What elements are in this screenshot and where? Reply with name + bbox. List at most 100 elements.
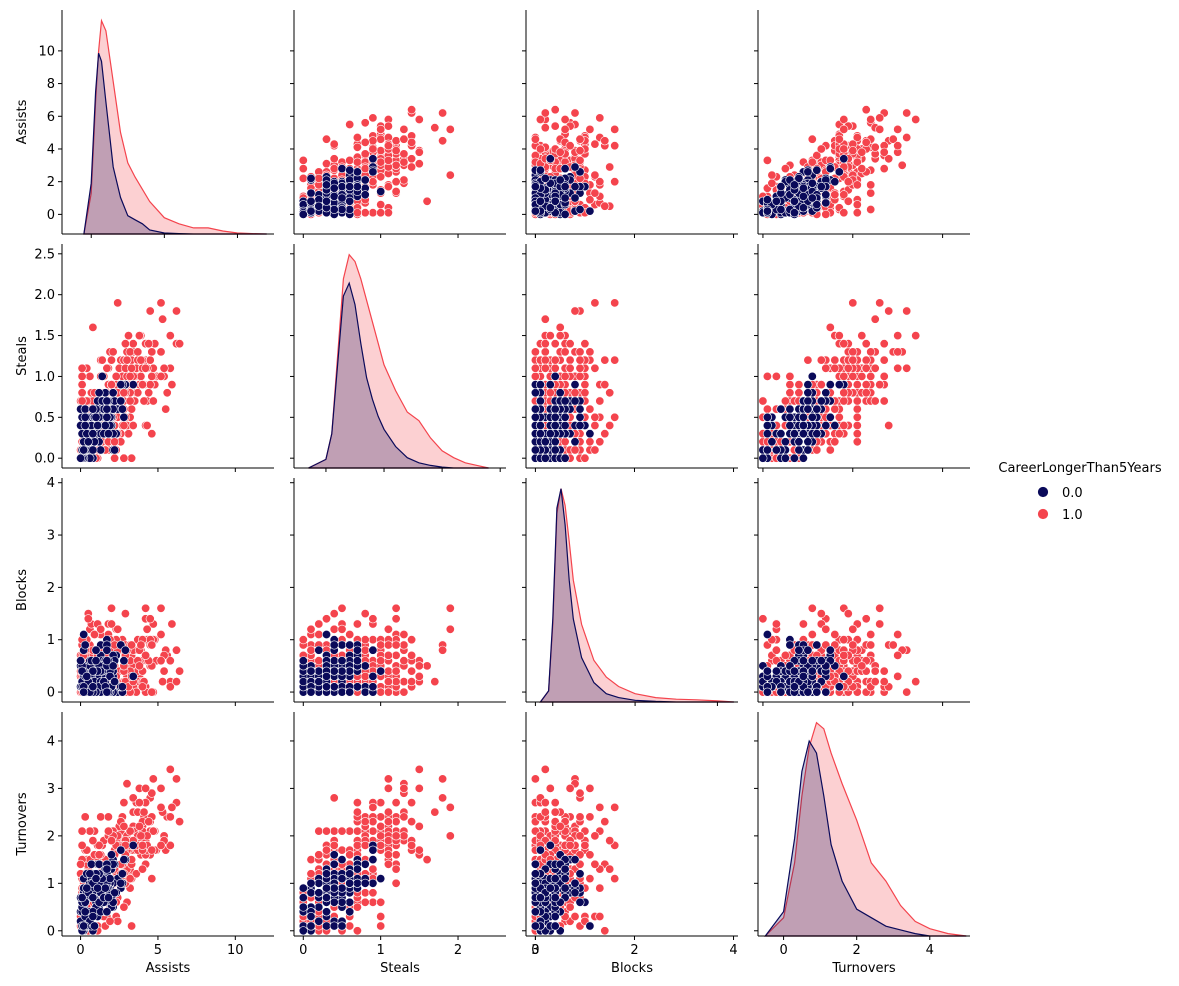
- point-class-1: [148, 774, 158, 784]
- point-class-1: [77, 388, 87, 398]
- point-class-0: [119, 656, 129, 666]
- point-class-1: [414, 159, 424, 169]
- point-class-1: [893, 671, 903, 681]
- point-class-0: [762, 445, 772, 455]
- point-class-0: [780, 437, 790, 447]
- point-class-0: [535, 429, 545, 439]
- point-class-1: [875, 380, 885, 390]
- point-class-0: [352, 656, 362, 666]
- point-class-1: [298, 173, 308, 183]
- point-class-0: [575, 412, 585, 422]
- point-class-1: [762, 404, 772, 414]
- point-class-1: [337, 624, 347, 634]
- point-class-0: [93, 420, 103, 430]
- point-class-1: [77, 840, 87, 850]
- point-class-1: [861, 105, 871, 115]
- point-class-1: [861, 380, 871, 390]
- point-class-0: [102, 656, 112, 666]
- point-class-0: [94, 388, 104, 398]
- point-class-1: [145, 355, 155, 365]
- point-class-0: [80, 412, 90, 422]
- point-class-0: [762, 666, 772, 676]
- y-tick-label: 4: [47, 142, 55, 157]
- point-class-0: [575, 205, 585, 215]
- point-class-1: [329, 164, 339, 174]
- point-class-1: [884, 420, 894, 430]
- point-class-0: [803, 380, 813, 390]
- point-class-1: [530, 134, 540, 144]
- point-class-0: [298, 677, 308, 687]
- point-class-0: [337, 640, 347, 650]
- point-class-1: [758, 614, 768, 624]
- point-class-1: [145, 380, 155, 390]
- point-class-0: [88, 911, 98, 921]
- point-class-0: [758, 453, 768, 463]
- point-class-1: [870, 666, 880, 676]
- point-class-0: [540, 173, 550, 183]
- point-class-1: [839, 396, 849, 406]
- point-class-0: [329, 656, 339, 666]
- point-class-1: [575, 146, 585, 156]
- point-class-1: [861, 614, 871, 624]
- point-class-0: [560, 420, 570, 430]
- point-class-1: [422, 196, 432, 206]
- y-tick-label: 0.5: [34, 411, 55, 426]
- point-class-0: [80, 420, 90, 430]
- point-class-1: [414, 147, 424, 157]
- point-class-1: [807, 134, 817, 144]
- point-class-1: [352, 157, 362, 167]
- point-class-0: [821, 198, 831, 208]
- point-class-1: [875, 619, 885, 629]
- point-class-1: [125, 371, 135, 381]
- point-class-0: [798, 656, 808, 666]
- point-class-0: [545, 154, 555, 164]
- y-tick-label: 1.5: [34, 329, 55, 344]
- point-class-1: [540, 347, 550, 357]
- point-class-1: [843, 363, 853, 373]
- point-class-0: [807, 412, 817, 422]
- point-class-0: [789, 666, 799, 676]
- point-class-0: [110, 677, 120, 687]
- point-class-1: [825, 322, 835, 332]
- panel-steals-vs-turnovers: [754, 244, 970, 472]
- point-class-0: [560, 396, 570, 406]
- point-class-0: [102, 404, 112, 414]
- point-class-0: [128, 380, 138, 390]
- point-class-1: [605, 388, 615, 398]
- point-class-1: [595, 177, 605, 187]
- point-class-1: [540, 314, 550, 324]
- point-class-1: [139, 396, 149, 406]
- point-class-1: [399, 677, 409, 687]
- point-class-1: [550, 339, 560, 349]
- point-class-0: [360, 190, 370, 200]
- point-class-1: [866, 115, 876, 125]
- point-class-1: [391, 603, 401, 613]
- point-class-1: [816, 144, 826, 154]
- point-class-1: [839, 420, 849, 430]
- point-class-1: [105, 916, 115, 926]
- point-class-1: [88, 322, 98, 332]
- point-class-1: [345, 921, 355, 931]
- point-class-0: [560, 193, 570, 203]
- point-class-1: [767, 170, 777, 180]
- point-class-1: [834, 429, 844, 439]
- point-class-1: [430, 807, 440, 817]
- kde-assists-class-1: [83, 18, 267, 235]
- point-class-0: [789, 429, 799, 439]
- point-class-1: [368, 177, 378, 187]
- point-class-1: [821, 624, 831, 634]
- point-class-1: [141, 603, 151, 613]
- point-class-0: [798, 412, 808, 422]
- point-class-0: [116, 878, 126, 888]
- point-class-0: [794, 173, 804, 183]
- point-class-1: [780, 164, 790, 174]
- point-class-1: [383, 141, 393, 151]
- point-class-1: [134, 798, 144, 808]
- point-class-1: [540, 339, 550, 349]
- point-class-1: [110, 453, 120, 463]
- point-class-0: [337, 687, 347, 697]
- point-class-1: [145, 306, 155, 316]
- point-class-1: [585, 404, 595, 414]
- point-class-1: [314, 619, 324, 629]
- point-class-0: [785, 640, 795, 650]
